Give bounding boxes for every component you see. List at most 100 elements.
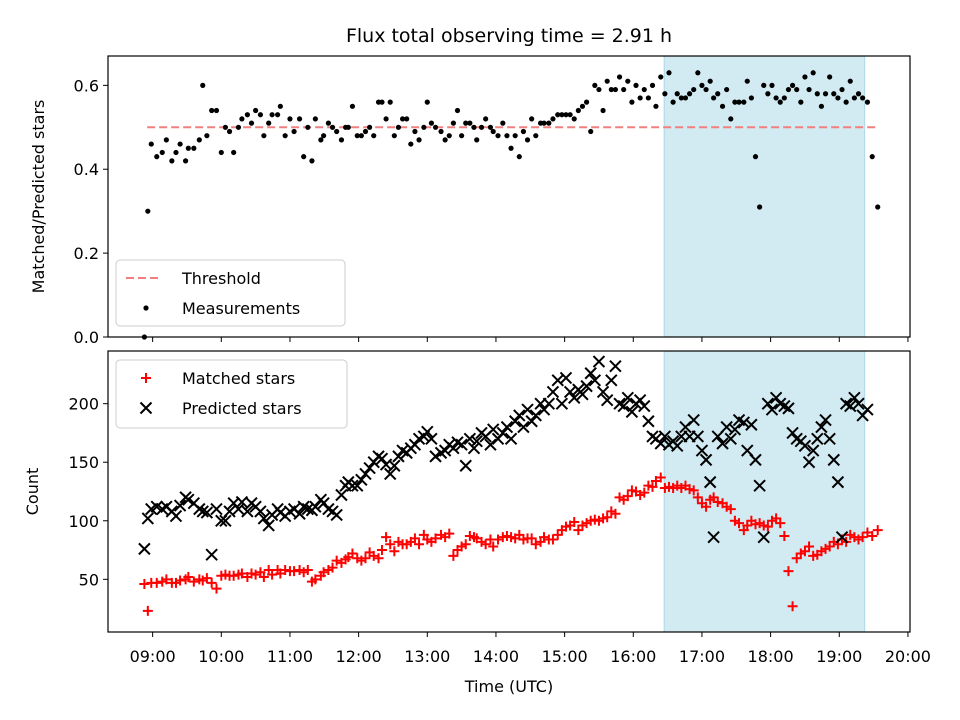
data-point — [196, 505, 209, 518]
data-point — [762, 521, 773, 532]
data-point — [596, 86, 602, 93]
data-point — [860, 95, 866, 101]
y-tick-label: 0.2 — [74, 244, 99, 263]
data-point — [474, 137, 480, 143]
data-point — [653, 103, 659, 109]
data-point — [262, 519, 275, 532]
data-point — [720, 420, 733, 434]
data-point — [835, 95, 841, 101]
data-point — [579, 103, 586, 109]
data-point — [843, 99, 849, 105]
data-point — [637, 95, 643, 101]
data-point — [707, 530, 720, 544]
data-point — [848, 391, 861, 405]
data-point — [757, 204, 763, 210]
data-point — [857, 532, 868, 543]
data-point — [244, 112, 250, 118]
legend-box — [115, 359, 348, 429]
data-point — [666, 70, 672, 76]
data-point — [282, 133, 288, 139]
data-point — [517, 420, 530, 434]
data-point — [325, 120, 332, 126]
data-point — [703, 475, 717, 489]
data-point — [362, 128, 369, 135]
legend-marker-swatch — [141, 373, 151, 383]
data-point — [741, 99, 747, 105]
data-point — [467, 441, 481, 455]
data-point — [438, 128, 444, 135]
data-point — [525, 415, 538, 428]
data-point — [367, 124, 373, 130]
legend-box — [115, 259, 346, 327]
data-point — [695, 70, 701, 76]
data-point — [571, 116, 577, 122]
data-point — [728, 423, 742, 436]
data-point — [269, 112, 275, 118]
data-point — [584, 367, 597, 380]
data-point — [872, 525, 883, 536]
data-point — [580, 379, 593, 393]
data-point — [358, 133, 364, 139]
data-point — [183, 571, 194, 582]
data-point — [695, 444, 709, 457]
data-point — [621, 391, 634, 405]
data-point — [408, 141, 414, 147]
y-tick-label: 100 — [68, 512, 99, 531]
data-point — [253, 107, 259, 114]
data-point — [642, 415, 655, 428]
data-point — [239, 116, 245, 122]
series-group — [141, 70, 881, 340]
data-point — [404, 116, 410, 122]
data-point — [296, 116, 303, 122]
data-point — [712, 497, 723, 508]
data-point — [478, 124, 485, 130]
data-point — [782, 402, 795, 415]
data-point — [330, 508, 343, 522]
data-point — [450, 120, 456, 126]
data-point — [429, 450, 442, 463]
data-point — [293, 507, 306, 520]
data-point — [188, 576, 199, 587]
data-point — [182, 158, 189, 164]
data-point — [392, 450, 405, 463]
data-point — [533, 133, 539, 139]
data-point — [633, 393, 647, 407]
data-point — [777, 99, 783, 105]
x-tick-label: 12:00 — [336, 647, 382, 666]
data-point — [486, 423, 500, 436]
data-point — [163, 137, 169, 143]
data-point — [645, 95, 651, 101]
data-point — [785, 86, 792, 93]
legend-label: Measurements — [182, 299, 300, 318]
data-point — [674, 91, 680, 97]
data-point — [236, 568, 247, 579]
data-point — [716, 437, 729, 450]
data-point — [444, 528, 455, 539]
data-point — [338, 137, 345, 143]
plot-frame — [107, 350, 911, 633]
data-point — [847, 78, 853, 84]
data-point — [196, 137, 202, 143]
data-point — [563, 112, 569, 118]
data-point — [385, 539, 396, 550]
data-point — [789, 82, 796, 88]
data-point — [327, 562, 338, 573]
data-point — [855, 91, 862, 97]
data-point — [851, 95, 857, 101]
data-point — [567, 112, 573, 118]
data-point — [569, 516, 580, 527]
data-point — [151, 577, 162, 588]
data-point — [384, 467, 397, 481]
data-point — [559, 112, 565, 118]
data-point — [359, 467, 372, 481]
data-point — [169, 509, 183, 523]
data-point — [371, 133, 377, 139]
bottom-panel: 50 100 150 200 09:00 10:00 11:00 12:00 13:00 14:0… — [23, 350, 931, 666]
data-point — [524, 137, 531, 143]
data-point — [639, 487, 650, 498]
data-point — [360, 553, 371, 564]
data-point — [831, 475, 845, 489]
data-point — [169, 158, 175, 164]
legend: Matched stars Predicted stars — [115, 359, 348, 429]
data-point — [318, 137, 324, 143]
